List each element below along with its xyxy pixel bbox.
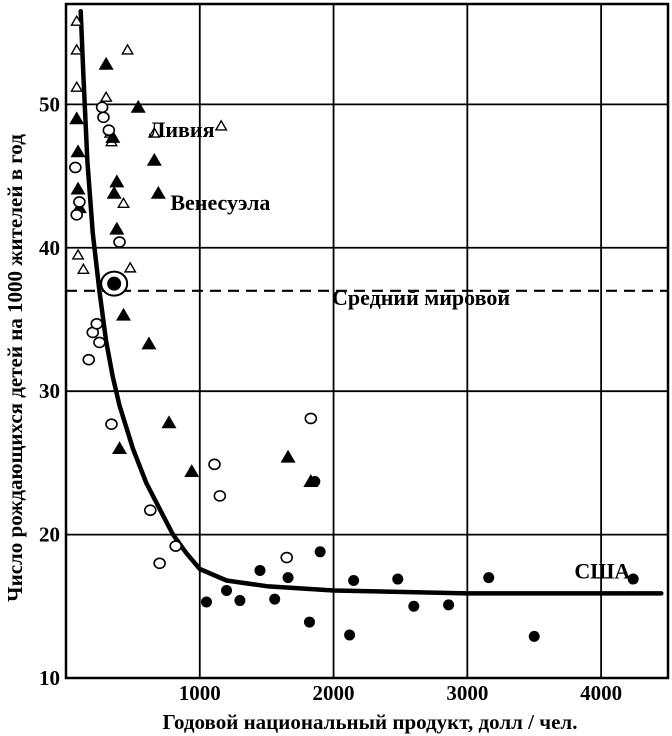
filled-circle-point <box>303 616 315 628</box>
open-circle-point <box>280 551 294 564</box>
open-circle-point <box>143 504 157 517</box>
filled-circle-point <box>443 599 455 611</box>
open-triangle-point <box>70 43 84 55</box>
filled-triangle-point <box>130 99 146 113</box>
open-circle-point <box>304 412 318 425</box>
filled-triangle-point <box>116 307 132 321</box>
open-circle-point <box>95 101 109 114</box>
filled-circle-point <box>282 572 294 584</box>
filled-triangle-point <box>98 56 114 70</box>
open-triangle-point <box>70 80 84 92</box>
annotation-label: Ливия <box>149 117 215 142</box>
filled-triangle-point <box>106 185 122 199</box>
filled-circle-point <box>483 572 495 584</box>
filled-triangle-point <box>109 221 125 235</box>
open-circle-point <box>70 209 84 221</box>
trend-curve <box>78 8 664 596</box>
tick-labels: 1000 2000 3000 4000 10 20 30 40 50 <box>39 92 622 705</box>
filled-triangle-point <box>280 449 296 463</box>
open-circle-point <box>102 124 116 136</box>
open-triangle-point <box>121 43 135 55</box>
ringed-circle-point <box>100 270 129 297</box>
y-tick-label: 40 <box>39 236 60 260</box>
filled-circle-point <box>408 600 420 612</box>
filled-triangle-point <box>70 144 86 158</box>
open-triangle-point <box>117 196 130 209</box>
open-circle-point <box>213 490 227 502</box>
filled-triangle-point <box>146 152 162 166</box>
open-triangle-point <box>71 248 85 260</box>
filled-circle-point <box>221 585 233 597</box>
open-circle-point <box>208 458 221 471</box>
filled-triangle-point <box>70 181 86 195</box>
filled-circle-point <box>528 630 540 642</box>
y-tick-label: 30 <box>39 379 60 403</box>
open-circle-point <box>105 418 118 430</box>
open-triangle-point <box>76 262 90 274</box>
x-tick-label: 4000 <box>580 681 622 705</box>
data-points <box>69 14 639 642</box>
open-triangle-point <box>99 90 113 102</box>
open-triangle-point <box>214 119 228 131</box>
open-circle-point <box>169 540 182 552</box>
filled-triangle-point <box>161 415 177 429</box>
open-triangle-point <box>147 126 161 138</box>
open-circle-point <box>97 111 110 124</box>
y-tick-label: 50 <box>39 92 60 116</box>
filled-circle-point <box>254 564 266 576</box>
plot-frame <box>64 2 670 680</box>
filled-triangle-point <box>184 464 200 477</box>
filled-circle-point <box>309 476 321 488</box>
open-circle-point <box>93 336 106 349</box>
filled-circle-point <box>392 573 404 585</box>
x-axis-title: Годовой национальный продукт, долл / чел… <box>163 710 578 734</box>
y-axis-title: Число рождающихся детей на 1000 жителей … <box>3 134 27 602</box>
grid-lines <box>66 4 668 678</box>
filled-circle-point <box>344 629 356 641</box>
annotation-label: США <box>574 558 630 583</box>
filled-circle-point <box>627 573 639 585</box>
open-circle-point <box>69 161 82 174</box>
world-average-label: Средний мировой <box>332 285 510 310</box>
filled-triangle-point <box>141 336 157 350</box>
annotation-label: Венесуэла <box>170 190 270 215</box>
open-circle-point <box>153 557 166 570</box>
open-circle-point <box>82 353 96 366</box>
filled-circle-point <box>269 593 281 605</box>
x-tick-label: 2000 <box>313 681 355 705</box>
x-tick-label: 1000 <box>179 681 221 705</box>
filled-circle-point <box>200 596 212 608</box>
y-tick-label: 20 <box>39 523 60 547</box>
open-circle-point <box>73 196 86 208</box>
annotations: Ливия Венесуэла США <box>149 117 630 584</box>
x-tick-label: 3000 <box>446 681 488 705</box>
filled-triangle-point <box>111 441 128 455</box>
filled-circle-point <box>234 595 246 607</box>
filled-triangle-point <box>150 185 166 199</box>
filled-triangle-point <box>105 129 121 143</box>
open-triangle-point <box>123 261 137 273</box>
filled-circle-point <box>348 574 360 586</box>
y-tick-label: 10 <box>39 666 60 690</box>
filled-triangle-point <box>69 111 85 125</box>
open-triangle-point <box>70 14 84 26</box>
filled-circle-point <box>314 546 326 558</box>
open-circle-point <box>113 236 126 248</box>
open-circle-point <box>90 317 104 330</box>
filled-triangle-point <box>109 174 125 188</box>
